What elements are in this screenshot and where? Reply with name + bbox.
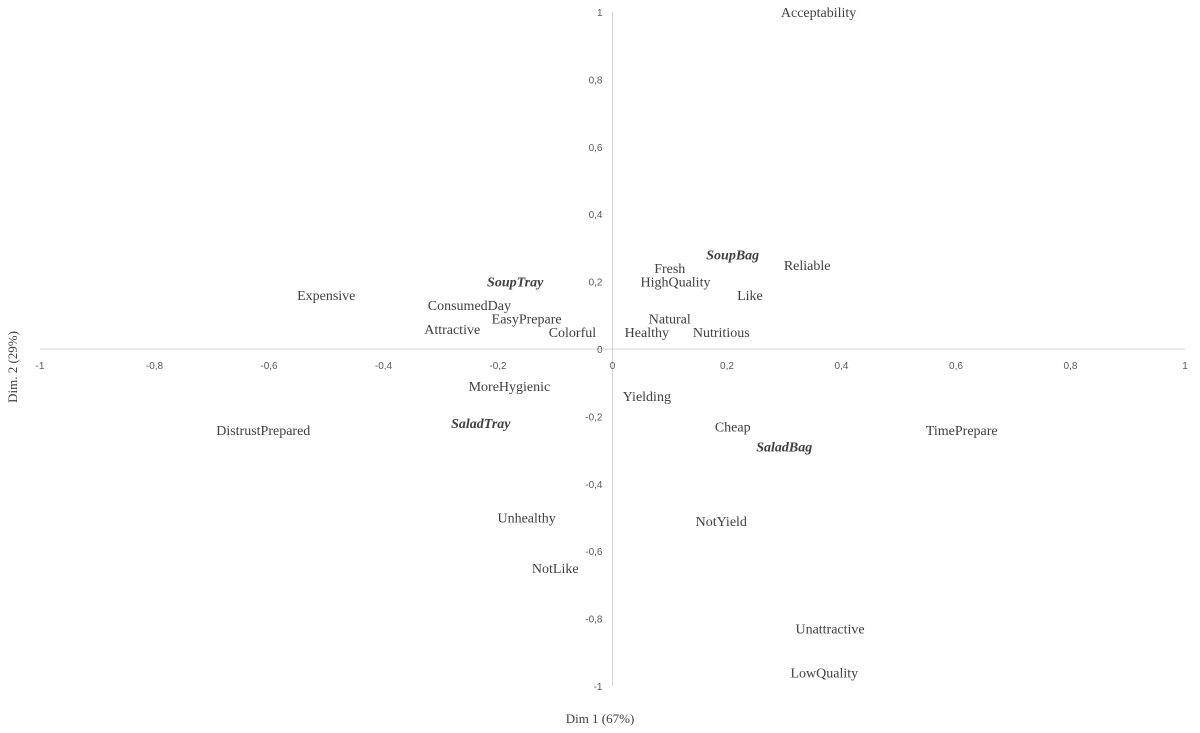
x-tick-label: 0,6 [949, 361, 963, 372]
attribute-point-label: Attractive [424, 323, 480, 338]
attribute-point-label: Nutritious [693, 326, 750, 341]
product-point-label: SoupTray [487, 276, 544, 291]
attribute-point-label: Reliable [784, 259, 831, 274]
y-tick-label: 0,6 [589, 143, 603, 154]
x-tick-label: 0 [610, 361, 616, 372]
x-tick-label: -0,2 [489, 361, 507, 372]
product-point-label: SoupBag [706, 249, 759, 264]
attribute-point-label: Unhealthy [497, 512, 555, 527]
attribute-point-label: Fresh [654, 262, 685, 277]
y-tick-label: -0,6 [585, 547, 603, 558]
product-point-label: SaladBag [756, 441, 812, 456]
attribute-point-label: MoreHygienic [469, 380, 551, 395]
y-tick-label: 0,4 [589, 210, 603, 221]
y-tick-label: -0,8 [585, 615, 603, 626]
y-tick-label: 0 [597, 345, 603, 356]
x-axis-title: Dim 1 (67%) [566, 711, 635, 726]
x-tick-label: -0,8 [146, 361, 164, 372]
attribute-point-label: Unattractive [795, 623, 864, 638]
x-tick-label: -0,6 [260, 361, 278, 372]
x-tick-label: 0,2 [720, 361, 734, 372]
attribute-point-label: Yielding [623, 390, 671, 405]
x-tick-label: 0,4 [835, 361, 849, 372]
y-tick-label: -0,2 [585, 412, 603, 423]
attribute-point-label: Acceptability [781, 6, 856, 21]
attribute-point-label: Colorful [549, 326, 597, 341]
y-tick-label: 0,2 [589, 278, 603, 289]
y-tick-label: -0,4 [585, 480, 603, 491]
attribute-point-label: Expensive [297, 289, 355, 304]
y-tick-labels: 1 0,8 0,6 0,4 0,2 0 -0,2 -0,4 -0,6 -0,8 -1 [585, 8, 603, 693]
x-tick-label: -1 [36, 361, 45, 372]
attribute-point-label: Cheap [715, 421, 751, 436]
attribute-point-label: HighQuality [640, 276, 710, 291]
attribute-point-label: ConsumedDay [428, 299, 511, 314]
y-axis-title: Dim. 2 (29%) [5, 331, 20, 403]
x-tick-labels: -1 -0,8 -0,6 -0,4 -0,2 0 0,2 0,4 0,6 0,8 1 [36, 361, 1189, 372]
attribute-point-label: Like [737, 289, 763, 304]
y-tick-label: -1 [594, 682, 603, 693]
attribute-point-label: NotLike [532, 562, 579, 577]
attribute-point-label: TimePrepare [926, 424, 998, 439]
attribute-point-label: NotYield [696, 515, 747, 530]
point-labels: Acceptability Fresh SoupBag Reliable HighQua… [216, 6, 997, 682]
attribute-point-label: Natural [649, 313, 691, 328]
product-point-label: SaladTray [451, 417, 511, 432]
y-tick-label: 0,8 [589, 75, 603, 86]
attribute-point-label: DistrustPrepared [216, 424, 310, 439]
x-tick-label: 1 [1182, 361, 1188, 372]
attribute-point-label: EasyPrepare [492, 313, 562, 328]
attribute-point-label: LowQuality [790, 667, 858, 682]
y-tick-label: 1 [597, 8, 603, 19]
attribute-point-label: Healthy [625, 326, 669, 341]
x-tick-label: -0,4 [375, 361, 393, 372]
x-tick-label: 0,8 [1064, 361, 1078, 372]
axes [40, 12, 1185, 686]
